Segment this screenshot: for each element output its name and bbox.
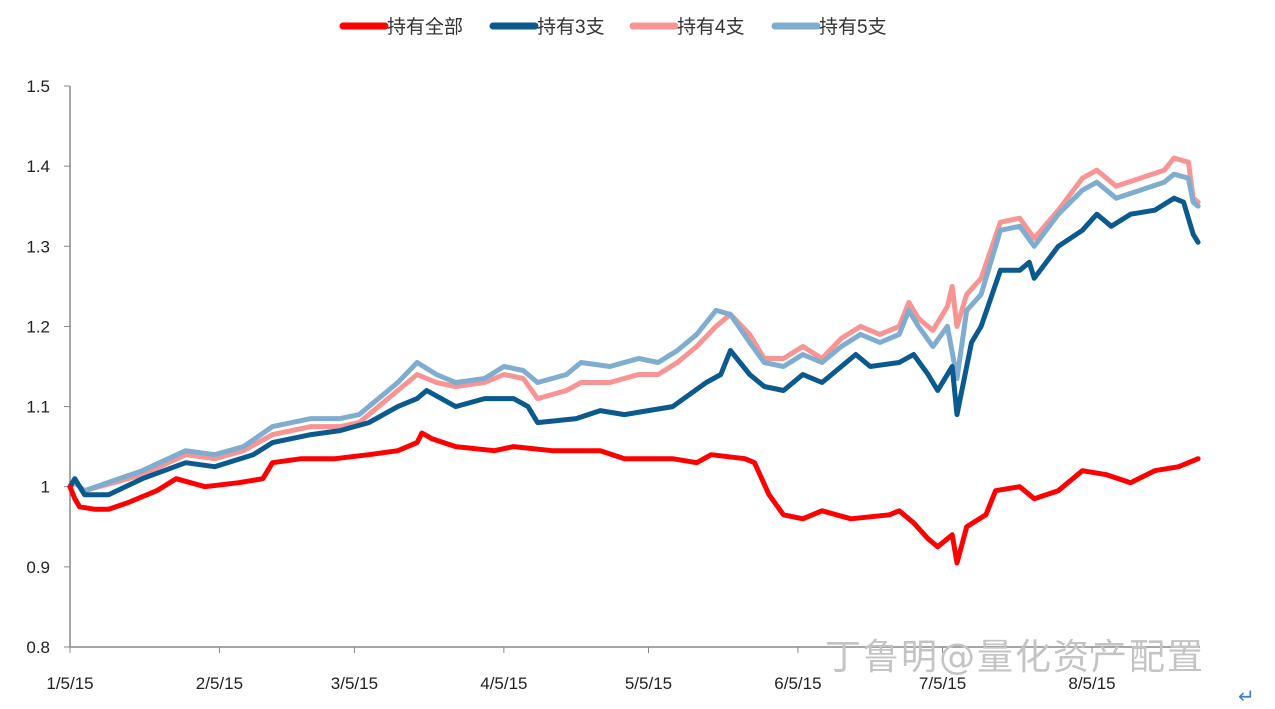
y-tick-label: 1: [41, 478, 50, 497]
y-tick-label: 0.9: [26, 558, 50, 577]
y-ticks: 0.8 0.9 1 1.1 1.2 1.3 1.4 1.5: [26, 77, 70, 657]
watermark: 丁鲁明@量化资产配置: [825, 637, 1206, 678]
series-line-1: [67, 195, 1201, 498]
series-line-2: [67, 155, 1201, 494]
y-tick-label: 1.5: [26, 77, 50, 96]
x-tick-label: 3/5/15: [331, 674, 378, 693]
y-tick-label: 1.4: [26, 157, 50, 176]
series-line-3: [67, 171, 1201, 494]
x-ticks: 1/5/15 2/5/15 3/5/15 4/5/15 5/5/15 6/5/15 7/5/…: [46, 647, 1116, 693]
x-tick-label: 4/5/15: [480, 674, 527, 693]
x-tick-label: 1/5/15: [46, 674, 93, 693]
legend-label: 持有4支: [677, 16, 745, 38]
return-icon: ↵: [1238, 686, 1255, 708]
x-tick-label: 6/5/15: [774, 674, 821, 693]
x-tick-label: 2/5/15: [196, 674, 243, 693]
x-tick-label: 8/5/15: [1068, 674, 1115, 693]
x-tick-label: 5/5/15: [625, 674, 672, 693]
legend-label: 持有3支: [537, 16, 605, 38]
x-tick-label: 7/5/15: [919, 674, 966, 693]
series-lines: [67, 155, 1201, 566]
y-tick-label: 1.3: [26, 237, 50, 256]
legend: 持有全部 持有3支 持有4支 持有5支: [339, 16, 887, 38]
series-line-0: [67, 430, 1201, 566]
y-tick-label: 1.1: [26, 398, 50, 417]
legend-label: 持有5支: [819, 16, 887, 38]
y-tick-label: 1.2: [26, 317, 50, 336]
y-tick-label: 0.8: [26, 638, 50, 657]
legend-label: 持有全部: [387, 16, 463, 38]
